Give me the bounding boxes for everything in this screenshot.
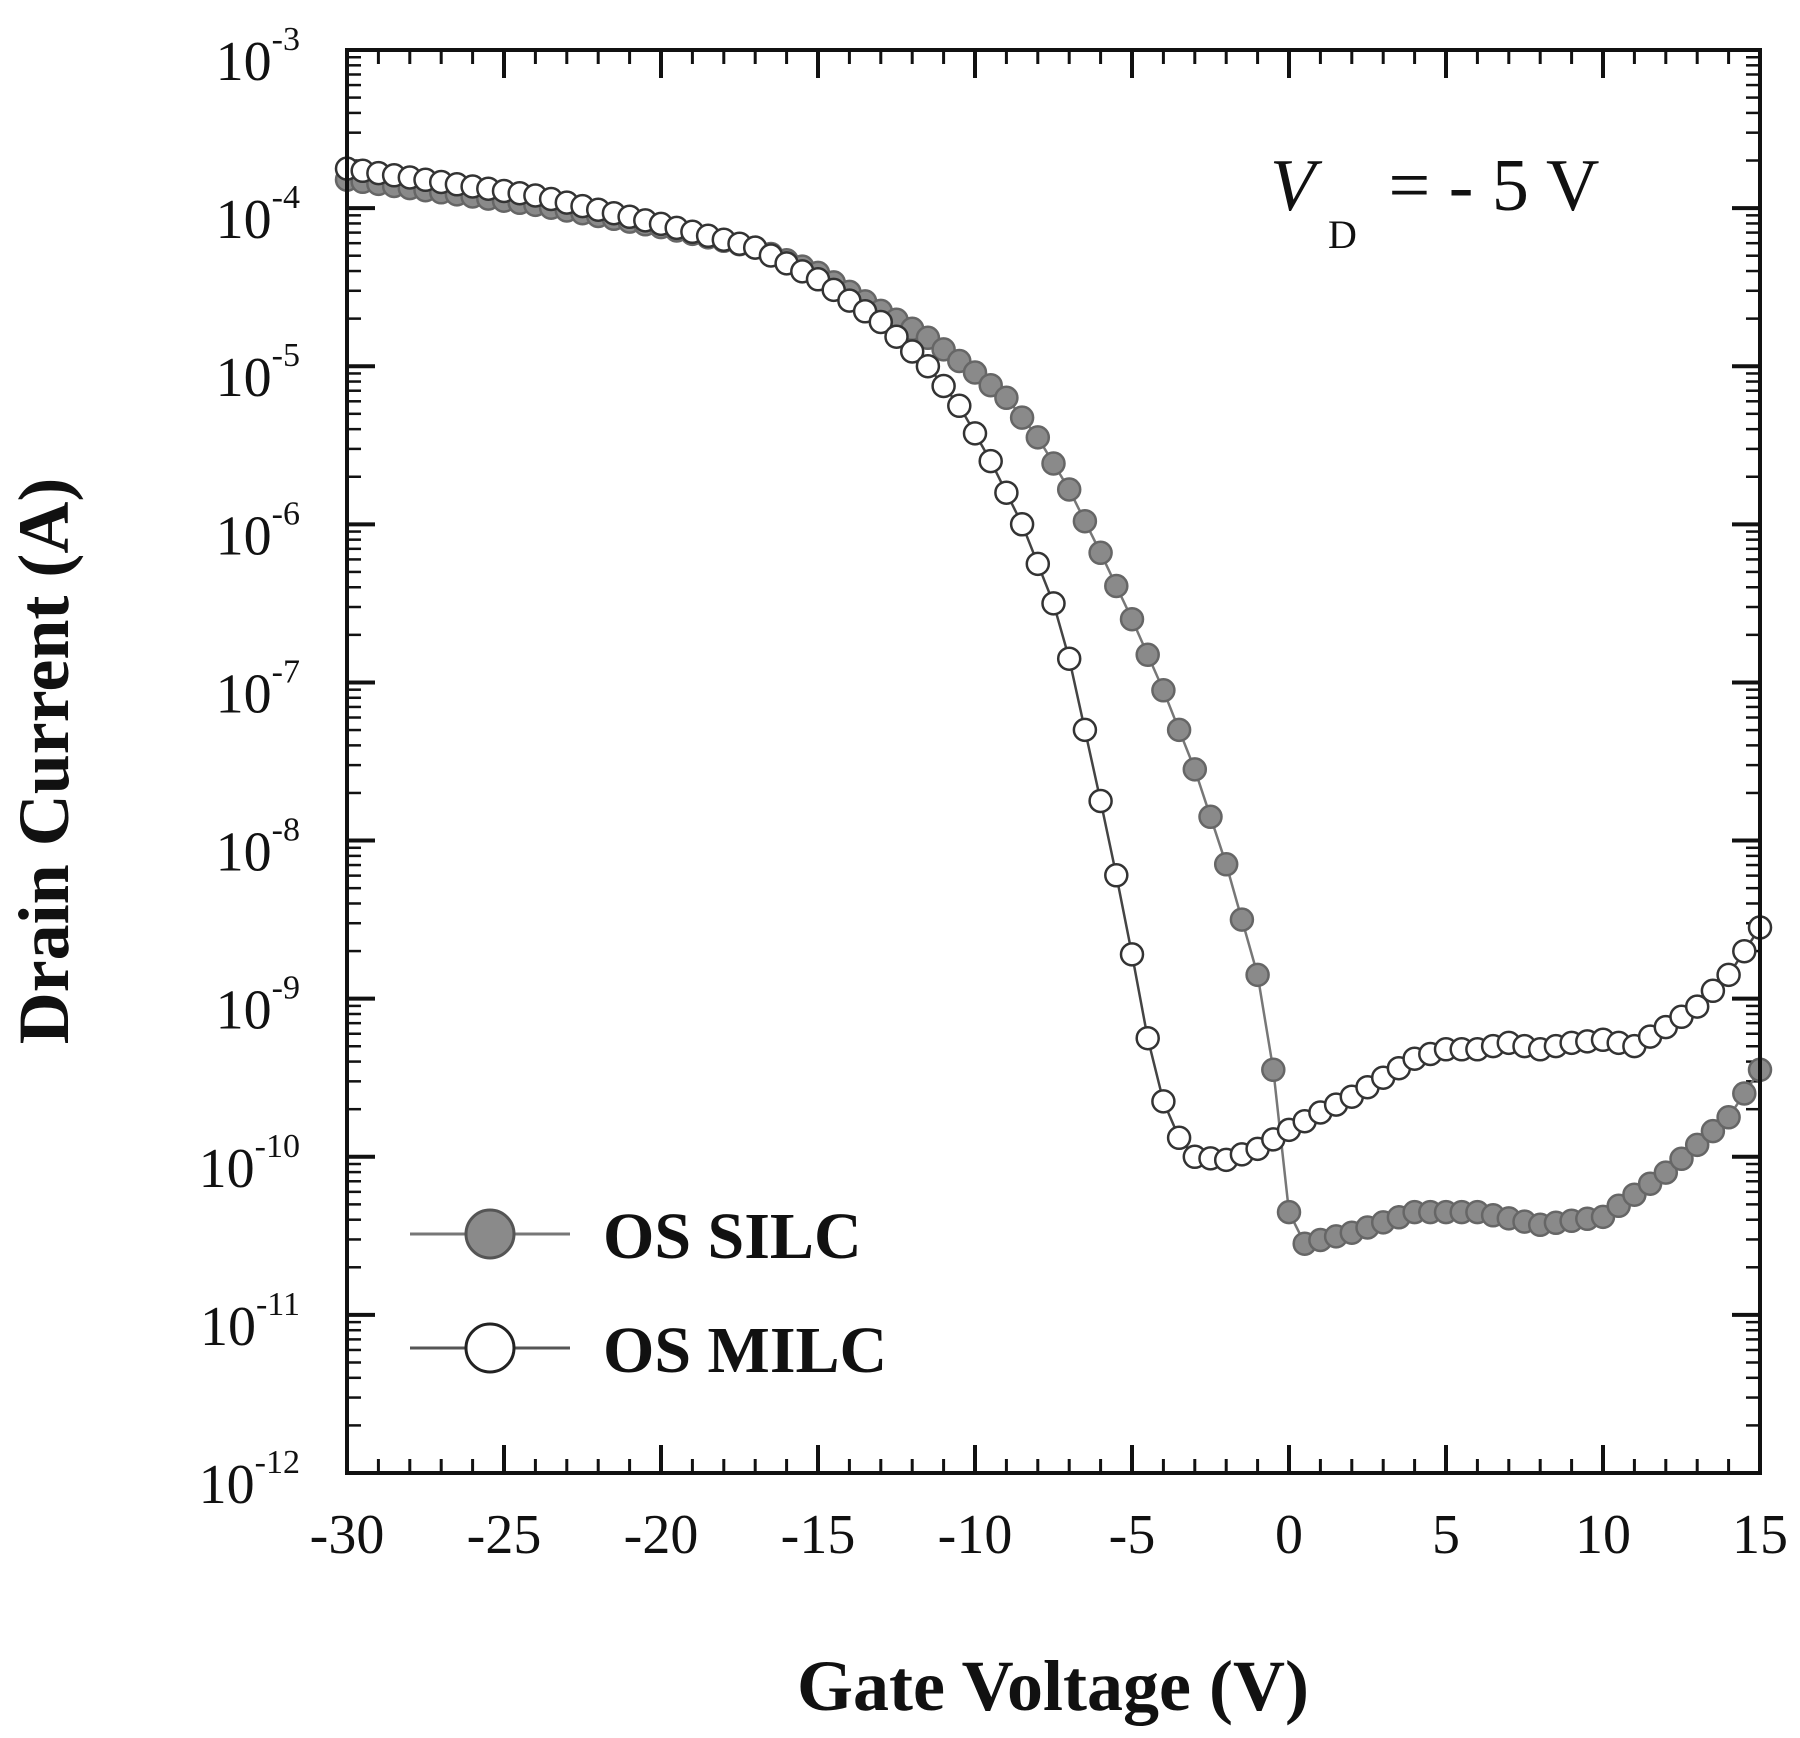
series-line-os-milc: [346, 167, 1762, 1162]
data-point-os-milc: [1135, 1025, 1160, 1051]
data-point-os-milc: [1151, 1089, 1176, 1114]
legend-marker-open-circle-icon: [464, 1322, 516, 1374]
legend-marker-filled-circle-icon: [464, 1208, 516, 1260]
x-tick-label: 0: [1275, 1504, 1303, 1566]
x-tick-label: -10: [938, 1504, 1013, 1566]
data-point-os-milc: [931, 373, 956, 399]
minor-ticks: [345, 50, 1762, 1473]
data-point-os-milc: [1025, 551, 1051, 577]
y-tick-label: 10-5: [216, 337, 300, 409]
data-point-os-silc: [962, 360, 988, 385]
data-point-os-silc: [1056, 477, 1082, 502]
data-point-os-milc: [978, 448, 1003, 474]
annotation-subscript: D: [1328, 212, 1357, 257]
data-point-os-milc: [1072, 717, 1098, 743]
data-point-os-silc: [978, 372, 1003, 398]
data-point-os-silc: [994, 385, 1019, 411]
x-tick-labels: -30 -25 -20 -15 -10 -5 0 5 10 15: [310, 1504, 1788, 1566]
data-point-os-milc: [1119, 942, 1145, 967]
y-tick-label: 10-6: [216, 495, 300, 567]
data-point-os-silc: [1653, 1160, 1679, 1185]
data-point-os-silc: [1151, 678, 1176, 703]
data-point-os-silc: [1088, 540, 1113, 566]
legend-label-os-milc: OS MILC: [603, 1314, 887, 1387]
data-point-os-milc: [1716, 962, 1741, 988]
data-point-os-silc: [1119, 606, 1145, 632]
x-tick-label: 10: [1575, 1504, 1631, 1566]
x-tick-label: 15: [1732, 1504, 1788, 1566]
y-axis-title: Drain Current (A): [4, 478, 84, 1045]
major-ticks: [345, 48, 1762, 1475]
y-tick-label: 10-12: [199, 1444, 300, 1516]
data-point-os-silc: [1009, 405, 1035, 430]
data-point-os-milc: [1041, 591, 1066, 616]
y-tick-label: 10-10: [199, 1128, 300, 1200]
data-point-os-silc: [1229, 907, 1255, 932]
data-point-os-silc: [1669, 1146, 1694, 1172]
data-point-os-silc: [1072, 508, 1098, 534]
data-point-os-milc: [962, 421, 988, 446]
data-point-os-silc: [1198, 804, 1223, 830]
x-tick-label: -5: [1109, 1504, 1156, 1566]
x-tick-label: -30: [310, 1504, 385, 1566]
data-point-os-silc: [1213, 852, 1239, 877]
data-point-os-silc: [1732, 1081, 1757, 1106]
x-axis-title: Gate Voltage (V): [797, 1646, 1309, 1726]
data-point-os-silc: [1166, 717, 1192, 743]
x-tick-label: -20: [624, 1504, 699, 1566]
data-point-os-milc: [947, 393, 972, 419]
data-point-os-milc: [1684, 994, 1710, 1019]
data-point-os-milc: [1700, 978, 1726, 1004]
data-point-os-silc: [1684, 1132, 1710, 1158]
data-point-os-milc: [1732, 938, 1757, 964]
y-tick-label: 10-9: [216, 970, 300, 1042]
data-point-os-milc: [884, 324, 909, 349]
data-point-os-silc: [1276, 1199, 1302, 1225]
data-point-os-silc: [1135, 642, 1160, 668]
legend-item-os-milc: OS MILC: [410, 1314, 887, 1387]
plot-frame: [345, 48, 1762, 1475]
y-tick-label: 10-3: [216, 21, 300, 93]
data-point-os-milc: [899, 339, 925, 364]
vd-annotation: V D = - 5 V: [1270, 145, 1599, 257]
data-point-os-milc: [1166, 1125, 1192, 1151]
data-point-os-silc: [1700, 1118, 1726, 1144]
series-layer: [334, 156, 1773, 1256]
data-point-os-silc: [1245, 962, 1270, 988]
annotation-value: = - 5 V: [1370, 145, 1599, 227]
data-point-os-silc: [1041, 451, 1066, 476]
legend-label-os-silc: OS SILC: [603, 1200, 862, 1273]
data-point-os-milc: [1009, 512, 1035, 537]
y-tick-label: 10-7: [216, 653, 300, 725]
data-point-os-milc: [994, 480, 1019, 505]
legend: OS SILC OS MILC: [410, 1200, 887, 1387]
svg-text:V: V: [1270, 145, 1323, 227]
annotation-v: V: [1270, 145, 1323, 227]
data-point-os-milc: [915, 353, 941, 379]
data-point-os-milc: [868, 309, 894, 335]
data-point-os-silc: [1261, 1057, 1286, 1083]
data-point-os-milc: [1088, 788, 1113, 814]
y-tick-label: 10-8: [216, 812, 300, 884]
data-point-os-silc: [1025, 425, 1051, 450]
x-tick-label: -15: [781, 1504, 856, 1566]
y-tick-label: 10-11: [200, 1286, 300, 1358]
data-point-os-milc: [1056, 646, 1082, 671]
series-line-os-silc: [346, 178, 1762, 1246]
data-point-os-silc: [1716, 1105, 1741, 1130]
data-point-os-silc: [1182, 757, 1208, 782]
x-tick-label: 5: [1432, 1504, 1460, 1566]
legend-item-os-silc: OS SILC: [410, 1200, 862, 1273]
x-tick-label: -25: [467, 1504, 542, 1566]
y-tick-label: 10-4: [216, 179, 300, 251]
data-point-os-silc: [1104, 573, 1129, 599]
data-point-os-milc: [1104, 863, 1129, 888]
y-tick-labels: 10-12 10-11 10-10 10-9 10-8 10-7 10-6 10-5 10-4 1…: [199, 21, 300, 1516]
